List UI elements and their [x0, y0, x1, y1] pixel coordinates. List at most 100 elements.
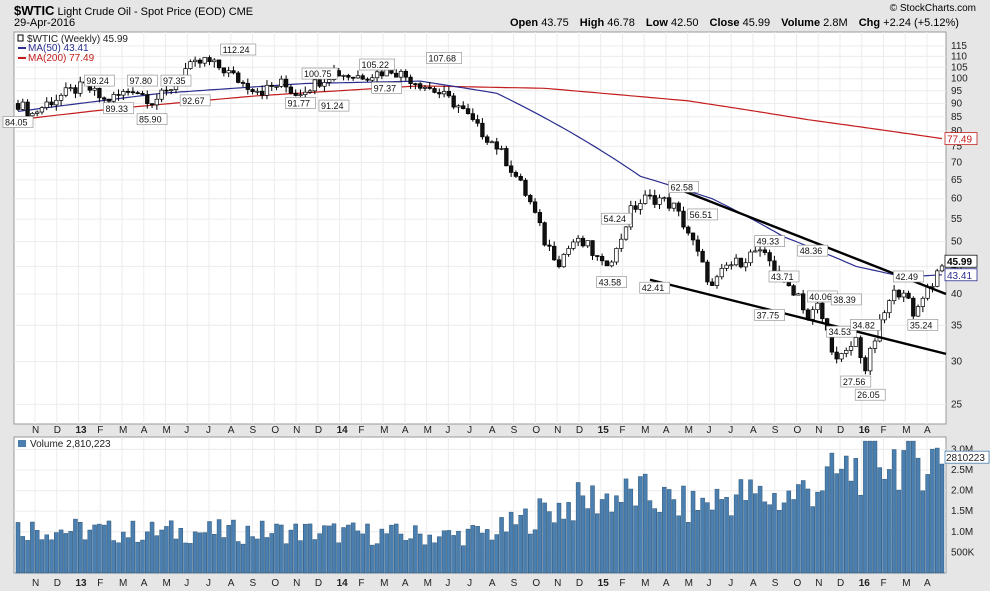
x-tick-label: S [772, 578, 779, 589]
annotation-box [907, 319, 939, 331]
candle-body [159, 89, 164, 100]
volume-bar [197, 532, 203, 574]
exchange: CME [228, 6, 254, 18]
volume-bar [82, 539, 88, 574]
candle-body [590, 240, 595, 256]
candle-body [39, 107, 45, 113]
candle-body [212, 59, 217, 63]
candle-body [705, 261, 710, 283]
volume-bar [719, 499, 725, 574]
volume-bar [149, 521, 155, 574]
y-tick-label: 55 [951, 214, 963, 225]
right-value-label: 43.41 [947, 271, 972, 282]
volume-bar [657, 512, 662, 574]
volume-bar [121, 531, 126, 574]
x-tick-label: 16 [859, 425, 871, 436]
candle-body [647, 194, 653, 197]
annotation-box [596, 276, 627, 288]
stat-low-label: Low [645, 17, 668, 29]
x-tick-label: M [424, 578, 432, 589]
stat-open-label: Open [510, 17, 539, 29]
volume-bar [140, 539, 145, 574]
volume-bar [398, 533, 404, 574]
x-tick-label: N [815, 425, 822, 436]
volume-bar [68, 531, 73, 574]
candle-body [240, 82, 246, 84]
x-tick-label: A [228, 425, 235, 436]
x-tick-label: M [685, 425, 693, 436]
x-tick-label: A [663, 425, 670, 436]
x-tick-label: 13 [76, 578, 88, 589]
x-tick-label: M [163, 578, 171, 589]
candle-body [49, 101, 54, 106]
volume-bar [642, 473, 648, 574]
candle-body [125, 91, 131, 93]
candle-body [341, 75, 346, 77]
volume-bar [853, 458, 859, 574]
annotation-box [318, 99, 350, 112]
volume-bar [815, 491, 820, 574]
volume-bar [73, 518, 78, 574]
annotation-box [854, 388, 886, 401]
x-tick-label: M [119, 578, 127, 589]
x-tick-label: S [250, 578, 257, 589]
candle-body [547, 244, 552, 247]
stat-close-label: Close [709, 17, 740, 29]
annotation-label: 85.90 [139, 115, 162, 125]
ma50-path [17, 80, 943, 278]
volume-bar [111, 540, 117, 574]
candle-body [470, 113, 475, 120]
annotation-label: 97.35 [163, 76, 186, 86]
volume-bar [250, 536, 255, 574]
annotation-box [359, 58, 395, 71]
annotation-box [754, 309, 785, 321]
volume-bar [882, 478, 887, 574]
candle-body [130, 91, 136, 94]
annotation-box [830, 293, 862, 306]
candles [15, 55, 945, 375]
annotation-box [220, 43, 257, 56]
candle-body [532, 201, 538, 213]
candle-body [154, 98, 159, 106]
candle-body [307, 90, 313, 93]
stat-volume-label: Volume [781, 17, 821, 29]
annotation-label: 43.71 [771, 272, 794, 282]
annotation-box [768, 270, 800, 283]
annotation-label: 97.80 [129, 76, 152, 86]
volume-bar [422, 544, 428, 574]
x-tick-label: S [772, 425, 779, 436]
annotation-label: 42.49 [895, 272, 918, 282]
volume-bar [44, 534, 49, 574]
volume-bar [451, 535, 456, 574]
candle-body [63, 87, 69, 96]
x-tick-label: M [902, 425, 910, 436]
volume-bar [934, 447, 940, 574]
candle-body [25, 101, 30, 117]
y-tick-label: 75 [951, 141, 963, 152]
candle-body [494, 141, 499, 150]
candle-body [499, 148, 504, 150]
candle-body [145, 94, 150, 104]
candle-body [475, 119, 480, 124]
volume-bar [106, 520, 112, 574]
candle-body [422, 86, 428, 89]
vol-tick-label: 2.5M [951, 465, 973, 476]
candle-body [939, 265, 945, 272]
annotation-box [601, 212, 632, 225]
annotation-box [127, 74, 158, 87]
volume-bar [733, 494, 739, 574]
candle-body [298, 94, 303, 96]
volume-bar [839, 468, 844, 574]
volume-bar [350, 522, 356, 574]
candle-body [513, 172, 519, 177]
volume-bar [872, 440, 878, 574]
volume-bar [384, 533, 389, 574]
x-tick-label: F [880, 425, 886, 436]
candle-body [255, 90, 260, 93]
x-tick-label: D [576, 578, 583, 589]
annotation-label: 98.24 [86, 76, 109, 86]
candle-body [202, 57, 207, 64]
candle-body [293, 92, 298, 96]
x-tick-label: S [511, 425, 518, 436]
volume-bar [887, 469, 892, 574]
